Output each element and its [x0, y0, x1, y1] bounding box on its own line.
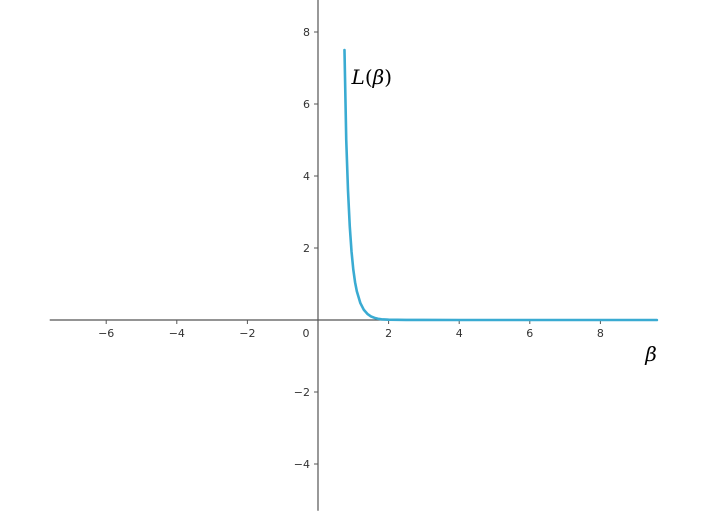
x-tick-label: −2 [239, 327, 255, 340]
x-tick-label: 8 [597, 327, 604, 340]
series-line [343, 48, 659, 322]
labels: β L(β) [351, 65, 657, 366]
y-tick-label: 4 [303, 170, 310, 183]
ticks: −6 −4 −2 0 2 4 6 8 −4 −2 2 4 6 8 [98, 26, 604, 471]
x-tick-label: 2 [385, 327, 392, 340]
y-tick-label: 6 [303, 98, 310, 111]
curves [343, 48, 659, 322]
x-tick-label: 4 [456, 327, 463, 340]
x-tick-label: 0 [303, 327, 310, 340]
x-tick-label: 6 [526, 327, 533, 340]
y-tick-label: −2 [294, 386, 310, 399]
x-tick-label: −4 [169, 327, 185, 340]
x-tick-label: −6 [98, 327, 114, 340]
y-tick-label: −4 [294, 458, 310, 471]
series-label-L-beta: L(β) [351, 65, 392, 89]
x-axis-label: β [644, 342, 657, 366]
y-tick-label: 2 [303, 242, 310, 255]
y-tick-label: 8 [303, 26, 310, 39]
